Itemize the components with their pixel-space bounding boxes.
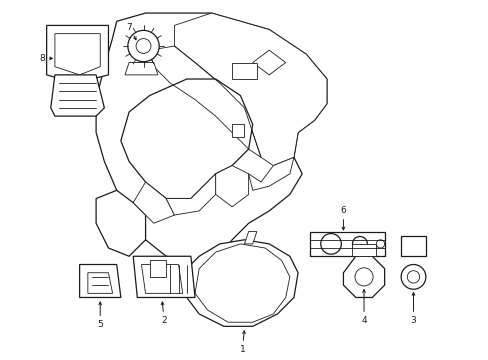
Polygon shape	[141, 265, 183, 293]
Polygon shape	[88, 273, 112, 293]
Polygon shape	[252, 50, 285, 75]
Text: 2: 2	[161, 302, 166, 325]
Polygon shape	[51, 75, 104, 116]
Polygon shape	[174, 13, 326, 166]
Text: 4: 4	[361, 290, 366, 325]
Polygon shape	[232, 63, 256, 79]
Circle shape	[407, 271, 419, 283]
Text: 7: 7	[126, 23, 136, 40]
Text: 5: 5	[97, 302, 103, 329]
Circle shape	[376, 240, 384, 248]
Polygon shape	[248, 157, 293, 190]
Circle shape	[352, 237, 366, 251]
Polygon shape	[215, 166, 248, 207]
Polygon shape	[310, 231, 384, 256]
Circle shape	[400, 265, 425, 289]
Polygon shape	[96, 13, 326, 265]
Circle shape	[127, 30, 159, 62]
Circle shape	[136, 39, 151, 53]
Polygon shape	[166, 174, 215, 215]
Text: 1: 1	[239, 331, 245, 354]
Circle shape	[354, 268, 372, 286]
Polygon shape	[343, 256, 384, 297]
Polygon shape	[133, 182, 174, 223]
Polygon shape	[125, 63, 158, 75]
Circle shape	[320, 234, 341, 254]
Polygon shape	[351, 244, 376, 256]
Polygon shape	[244, 231, 256, 244]
Polygon shape	[46, 26, 108, 83]
Text: 6: 6	[340, 206, 346, 230]
Polygon shape	[149, 260, 166, 277]
Polygon shape	[133, 256, 195, 297]
Polygon shape	[232, 124, 244, 137]
Polygon shape	[96, 190, 145, 256]
Polygon shape	[55, 34, 100, 75]
Polygon shape	[400, 236, 425, 256]
Polygon shape	[121, 79, 252, 199]
Text: 3: 3	[410, 293, 415, 325]
Polygon shape	[186, 240, 298, 326]
Text: 8: 8	[40, 54, 52, 63]
Polygon shape	[80, 265, 121, 297]
